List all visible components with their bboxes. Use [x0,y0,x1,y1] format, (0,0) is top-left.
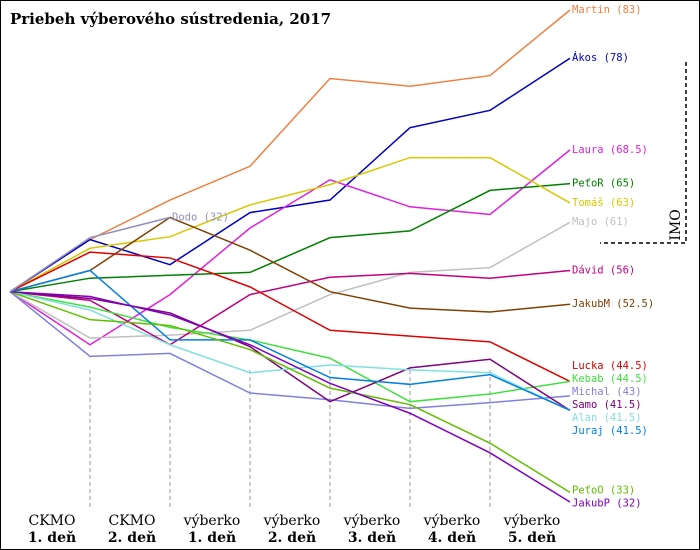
series-label: Dodo (32) [172,211,229,223]
series-label: Ákos (78) [572,51,629,64]
series-line [9,216,171,293]
series-label: JakubM (52.5) [572,298,654,310]
x-tick-label: 5. deň [508,530,556,546]
imo-bracket [600,62,687,244]
series-label: Dávid (56) [572,264,635,276]
x-tick-label: 1. deň [28,530,76,546]
series-line [9,291,571,410]
x-tick-label: výberko [343,512,401,529]
series-line [9,290,571,503]
chart-title: Priebeh výberového sústredenia, 2017 [10,10,331,28]
series-label: Alan (41.5) [572,412,642,424]
series-label: Juraj (41.5) [572,425,648,437]
series-line [9,269,571,346]
series-line [9,269,571,412]
imo-label: IMO [668,209,684,240]
series-line [9,221,571,339]
series-line [9,182,571,293]
x-tick-label: 3. deň [348,530,396,546]
series-label: PeťoO (33) [572,485,635,497]
series-line [9,251,571,383]
series-label: Laura (68.5) [572,144,648,156]
series-line [9,290,571,411]
x-tick-label: CKMO [109,513,156,529]
x-tick-label: 1. deň [188,530,236,546]
x-tick-label: 2. deň [268,530,316,546]
x-tick-label: CKMO [29,513,76,529]
series-line [9,149,571,346]
x-tick-label: výberko [183,512,241,529]
series-label: Tomáš (63) [572,197,635,209]
series-label: Samo (41.5) [572,399,642,411]
series-label: Lucka (44.5) [572,360,648,372]
series-label: Michal (43) [572,386,642,398]
x-tick-label: výberko [263,512,321,529]
series-line [9,290,571,403]
series-line [9,156,571,293]
x-tick-label: 4. deň [428,530,476,546]
x-tick-label: výberko [423,512,481,529]
series-label: Kebab (44.5) [572,373,648,385]
series-line [9,216,571,313]
series-label: Martin (83) [572,4,642,16]
series-line [9,9,571,293]
series-label: PeťoR (65) [572,178,635,190]
series-line [9,290,571,493]
x-tick-label: výberko [503,512,561,529]
series-label: JakubP (32) [572,498,642,510]
series-label: Majo (61) [572,216,629,228]
series-line [9,57,571,293]
x-tick-label: 2. deň [108,530,156,546]
